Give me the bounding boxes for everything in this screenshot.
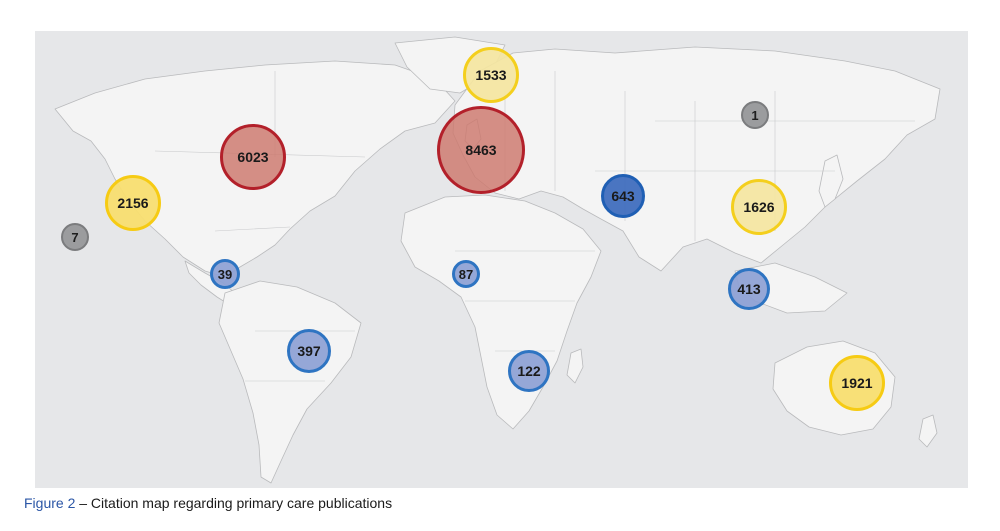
citation-bubble: 1921: [829, 355, 885, 411]
citation-bubble: 643: [601, 174, 645, 218]
citation-bubble: 2156: [105, 175, 161, 231]
citation-bubble: 7: [61, 223, 89, 251]
figure-caption: Figure 2 – Citation map regarding primar…: [24, 495, 392, 511]
figure-label: Figure 2: [24, 495, 76, 511]
citation-bubble: 397: [287, 329, 331, 373]
citation-bubble: 1: [741, 101, 769, 129]
citation-bubble: 39: [210, 259, 240, 289]
world-map: 6023 8463 1533 2156 1626 1921 643 413 397 122 87 39…: [35, 31, 968, 488]
citation-bubble: 87: [452, 260, 480, 288]
eurasia-shape: [452, 46, 941, 272]
africa-shape: [400, 194, 602, 430]
caption-text: – Citation map regarding primary care pu…: [75, 495, 393, 511]
citation-bubble: 1533: [463, 47, 519, 103]
japan-shape: [818, 154, 844, 208]
citation-bubble: 6023: [220, 124, 286, 190]
citation-bubble: 1626: [731, 179, 787, 235]
citation-bubble: 122: [508, 350, 550, 392]
madagascar-shape: [566, 348, 584, 384]
citation-bubble: 413: [728, 268, 770, 310]
citation-bubble: 8463: [437, 106, 525, 194]
south-america-shape: [218, 280, 362, 484]
new-zealand-shape: [918, 414, 938, 448]
